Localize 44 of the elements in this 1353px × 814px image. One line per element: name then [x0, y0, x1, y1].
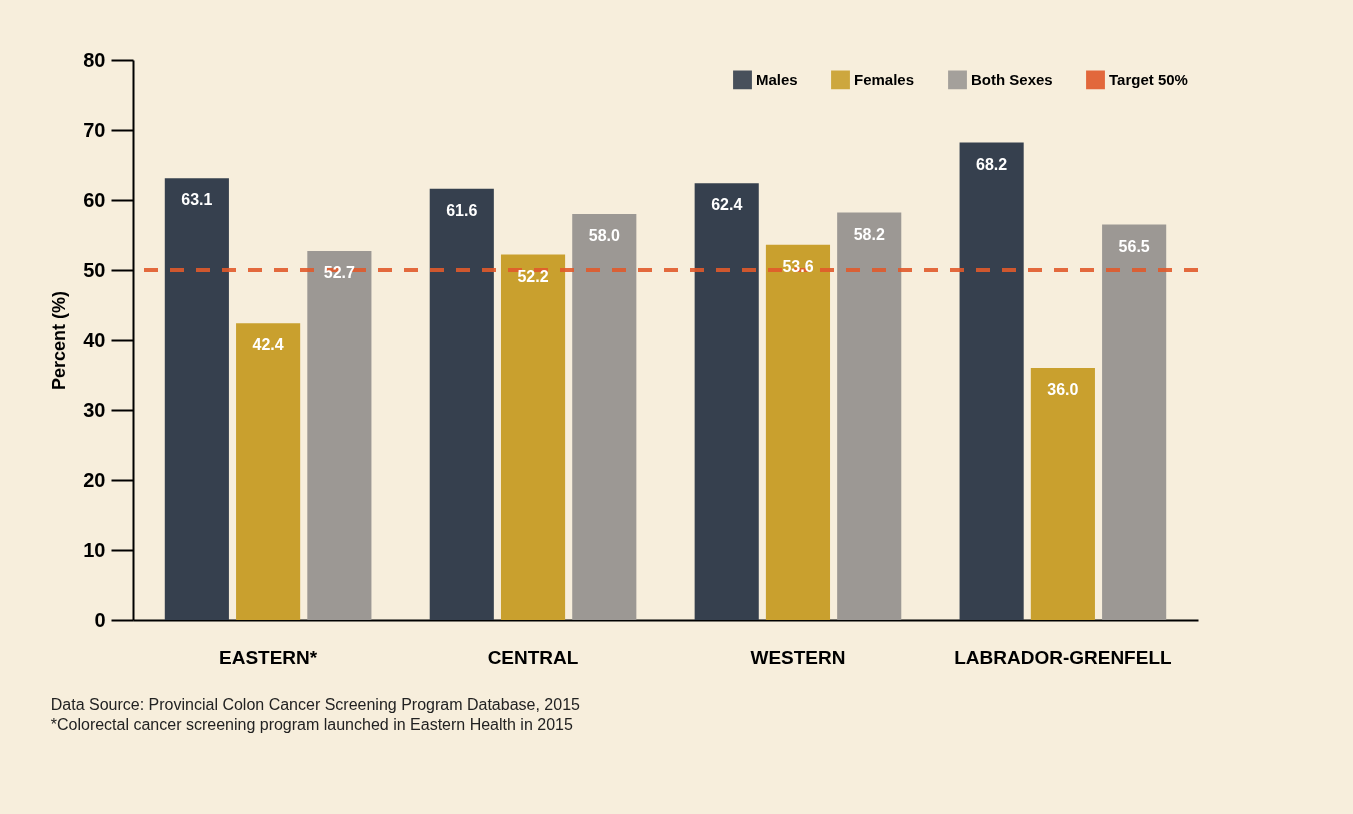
- data-label: 42.4: [252, 336, 284, 354]
- y-tick-label: 80: [83, 48, 106, 71]
- x-tick-label: CENTRAL: [487, 646, 579, 668]
- data-label: 61.6: [446, 201, 478, 219]
- data-label: 52.2: [517, 267, 549, 285]
- bar: [1030, 368, 1095, 620]
- y-axis-title: Percent (%): [49, 290, 70, 391]
- bar: [164, 178, 229, 620]
- bar: [1102, 224, 1167, 620]
- legend-label: Females: [854, 70, 915, 88]
- bar: [837, 212, 902, 620]
- y-tick-label: 10: [83, 538, 106, 561]
- bar: [959, 142, 1024, 620]
- bar: [694, 183, 759, 620]
- bar: [236, 323, 301, 620]
- data-label: 56.5: [1118, 237, 1150, 255]
- y-tick-label: 40: [83, 328, 106, 351]
- bar: [572, 214, 637, 620]
- y-tick-label: 20: [83, 468, 106, 491]
- y-tick-label: 70: [83, 118, 106, 141]
- data-label: 68.2: [976, 155, 1008, 173]
- bar: [307, 251, 372, 620]
- x-tick-label: LABRADOR-GRENFELL: [954, 646, 1172, 668]
- bar: [500, 254, 566, 620]
- bar: [429, 188, 494, 620]
- x-tick-label: EASTERN*: [219, 646, 318, 668]
- data-label: 52.7: [323, 264, 356, 282]
- y-tick-label: 0: [94, 608, 106, 631]
- data-label: 58.0: [588, 227, 620, 244]
- y-tick-label: 50: [83, 258, 106, 281]
- x-tick-label: WESTERN: [750, 646, 846, 668]
- legend-label: Both Sexes: [971, 70, 1053, 88]
- y-tick-label: 60: [83, 188, 106, 211]
- data-label: 63.1: [181, 191, 213, 209]
- legend-label: Males: [756, 70, 798, 88]
- source-note: Data Source: Provincial Colon Cancer Screening Program Database, 2015: [50, 696, 581, 713]
- data-label: 58.2: [853, 225, 885, 243]
- text: *Colorectal cancer screening program launched in Eastern Health in 2015: [50, 716, 573, 733]
- data-label: 62.4: [711, 196, 743, 214]
- data-label: 53.6: [782, 257, 814, 275]
- legend-label: Target 50%: [1109, 70, 1188, 88]
- data-label: 36.0: [1047, 381, 1079, 398]
- bar: [765, 244, 831, 620]
- y-tick-label: 30: [83, 398, 106, 421]
